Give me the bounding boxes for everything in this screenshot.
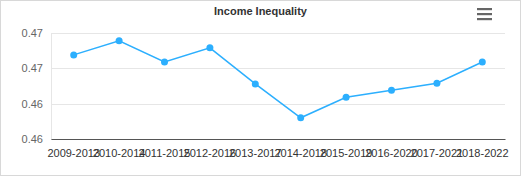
y-tick-label: 0.46 bbox=[22, 98, 43, 110]
title: Income Inequality bbox=[214, 5, 308, 17]
y-tick: 0.46 bbox=[22, 98, 51, 110]
plot: 0.46 0.46 0.47 0.47 2009-20132010-20142011-2… bbox=[22, 27, 509, 159]
chart-border bbox=[1, 1, 521, 176]
marker[interactable] bbox=[433, 80, 440, 87]
menu-button[interactable] bbox=[477, 8, 492, 20]
y-axis-line bbox=[51, 34, 52, 140]
y-tick: 0.47 bbox=[22, 62, 51, 74]
grid bbox=[51, 34, 505, 140]
grid-line bbox=[51, 33, 505, 34]
marker[interactable] bbox=[343, 94, 350, 101]
marker[interactable] bbox=[479, 58, 486, 65]
series bbox=[70, 37, 486, 121]
marker[interactable] bbox=[116, 37, 123, 44]
x-tick: 2010-2014 bbox=[93, 139, 146, 159]
grid-line bbox=[51, 68, 505, 69]
x-tick: 2018-2022 bbox=[456, 139, 509, 159]
y-tick: 0.46 bbox=[22, 133, 51, 145]
x-axis-line bbox=[52, 139, 506, 140]
marker[interactable] bbox=[297, 114, 304, 121]
menu-bar[interactable] bbox=[477, 8, 492, 10]
marker[interactable] bbox=[161, 58, 168, 65]
y-tick-label: 0.47 bbox=[22, 27, 43, 39]
y-tick-label: 0.47 bbox=[22, 62, 43, 74]
marker[interactable] bbox=[206, 44, 213, 51]
line bbox=[74, 41, 483, 118]
x-axis: 2009-20132010-20142011-20152012-20162013… bbox=[47, 139, 508, 159]
y-axis: 0.46 0.46 0.47 0.47 bbox=[22, 27, 52, 145]
y-tick: 0.47 bbox=[22, 27, 51, 39]
marker[interactable] bbox=[388, 87, 395, 94]
menu-bar[interactable] bbox=[477, 13, 492, 15]
marker[interactable] bbox=[70, 51, 77, 58]
marker[interactable] bbox=[252, 80, 259, 87]
x-tick-label: 2010-2014 bbox=[93, 147, 146, 159]
x-tick-label: 2018-2022 bbox=[456, 147, 509, 159]
grid-line bbox=[51, 139, 505, 140]
menu-bar[interactable] bbox=[477, 18, 492, 20]
y-tick-label: 0.46 bbox=[22, 133, 43, 145]
grid-line bbox=[51, 104, 505, 105]
chart: Income Inequality 0.46 0.46 0.47 0.47 2009-20… bbox=[0, 0, 521, 176]
